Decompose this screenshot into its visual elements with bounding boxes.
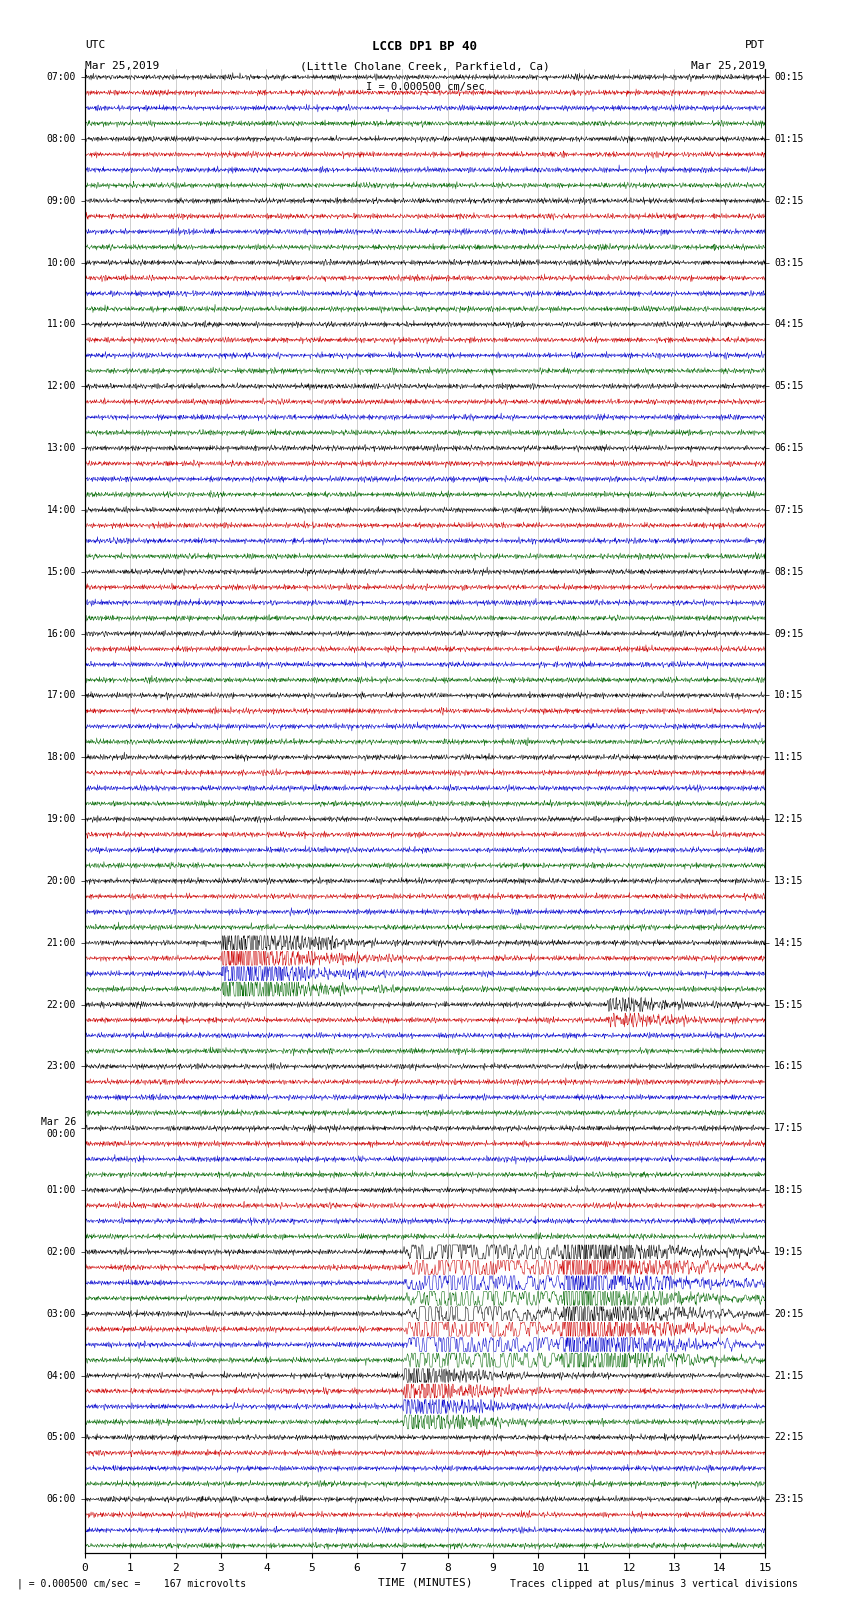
Text: Mar 25,2019: Mar 25,2019: [85, 61, 159, 71]
X-axis label: TIME (MINUTES): TIME (MINUTES): [377, 1578, 473, 1587]
Text: LCCB DP1 BP 40: LCCB DP1 BP 40: [372, 40, 478, 53]
Text: UTC: UTC: [85, 40, 105, 50]
Text: Mar 25,2019: Mar 25,2019: [691, 61, 765, 71]
Text: PDT: PDT: [745, 40, 765, 50]
Text: I = 0.000500 cm/sec: I = 0.000500 cm/sec: [366, 82, 484, 92]
Text: Traces clipped at plus/minus 3 vertical divisions: Traces clipped at plus/minus 3 vertical …: [510, 1579, 798, 1589]
Text: | = 0.000500 cm/sec =    167 microvolts: | = 0.000500 cm/sec = 167 microvolts: [17, 1579, 246, 1589]
Text: (Little Cholane Creek, Parkfield, Ca): (Little Cholane Creek, Parkfield, Ca): [300, 61, 550, 71]
